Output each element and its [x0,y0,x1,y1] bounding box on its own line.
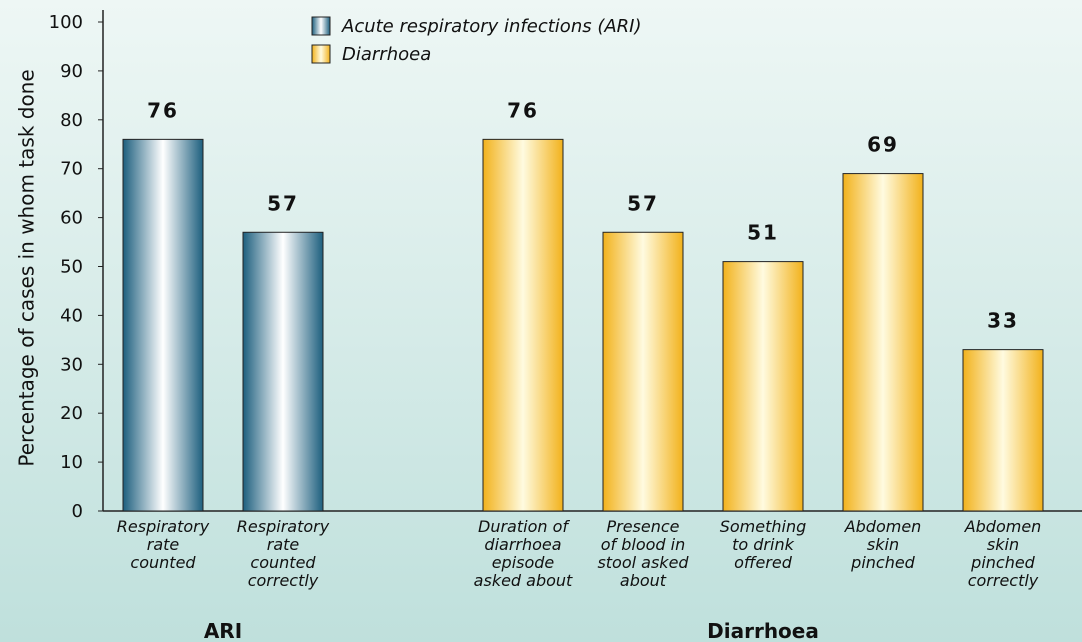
bar [482,138,564,512]
x-tick-label-line: of blood in [601,535,686,554]
data-label: 57 [627,191,659,215]
x-tick-label-line: Something [720,517,807,536]
x-tick-label-line: stool asked [597,553,689,572]
y-tick-label: 40 [60,305,83,326]
bar [722,261,804,512]
y-tick-label: 50 [60,257,83,278]
x-tick-label-line: Presence [606,517,679,536]
x-tick-label: Something to drink offered [720,517,807,572]
x-tick-label-line: Duration of [478,517,570,536]
x-tick-label-line: pinched [970,553,1036,572]
data-label: 76 [147,98,179,122]
bar [962,349,1044,512]
bar [842,173,924,512]
bar [242,231,324,512]
x-tick-label-line: rate [267,535,300,554]
x-tick-label: Respiratory rate counted correctly [237,517,330,590]
y-tick-label: 90 [60,61,83,82]
x-tick-label-line: Respiratory [237,517,330,536]
data-label: 33 [987,309,1019,333]
group-label: ARI [204,619,242,642]
x-tick-label-line: about [620,571,667,590]
x-tick-label-line: correctly [248,571,319,590]
x-tick-label: Abdomen skin pinched correctly [964,517,1042,590]
data-label: 69 [867,133,899,157]
x-tick-label-line: offered [734,553,793,572]
x-tick-label-line: diarrhoea [484,535,561,554]
x-tick-label: Abdomen skin pinched [844,517,922,572]
bar [602,231,684,512]
group-label: Diarrhoea [707,619,819,642]
x-tick-label-line: pinched [850,553,916,572]
x-tick-label-line: counted [130,553,196,572]
x-tick-label-line: correctly [968,571,1039,590]
legend-swatch [311,44,331,64]
legend-label: Diarrhoea [342,44,431,65]
y-tick-label: 70 [60,159,83,180]
data-label: 57 [267,191,299,215]
x-tick-label-line: skin [987,535,1019,554]
x-tick-label: Duration of diarrhoea episode asked about [474,517,573,590]
y-tick-label: 100 [49,12,83,33]
y-tick-label: 80 [60,110,83,131]
bar [122,138,204,512]
x-tick-label-line: Respiratory [117,517,210,536]
data-label: 51 [747,221,779,245]
x-tick-label-line: counted [250,553,316,572]
x-tick-label: Respiratory rate counted [117,517,210,572]
y-tick-label: 0 [72,501,83,522]
x-tick-label-line: Abdomen [844,517,922,536]
x-tick-label-line: Abdomen [964,517,1042,536]
x-tick-label: Presence of blood in stool asked about [597,517,689,590]
y-axis-label: Percentage of cases in whom task done [15,69,39,466]
x-tick-label-line: skin [867,535,899,554]
x-tick-label-line: rate [147,535,180,554]
y-tick-label: 20 [60,403,83,424]
data-label: 76 [507,98,539,122]
legend-label: Acute respiratory infections (ARI) [341,16,642,37]
legend-swatch [311,16,331,36]
x-tick-label-line: asked about [474,571,573,590]
x-tick-label-line: episode [492,553,555,572]
y-tick-label: 30 [60,354,83,375]
y-tick-label: 60 [60,208,83,229]
y-tick-label: 10 [60,452,83,473]
x-tick-label-line: to drink [732,535,794,554]
